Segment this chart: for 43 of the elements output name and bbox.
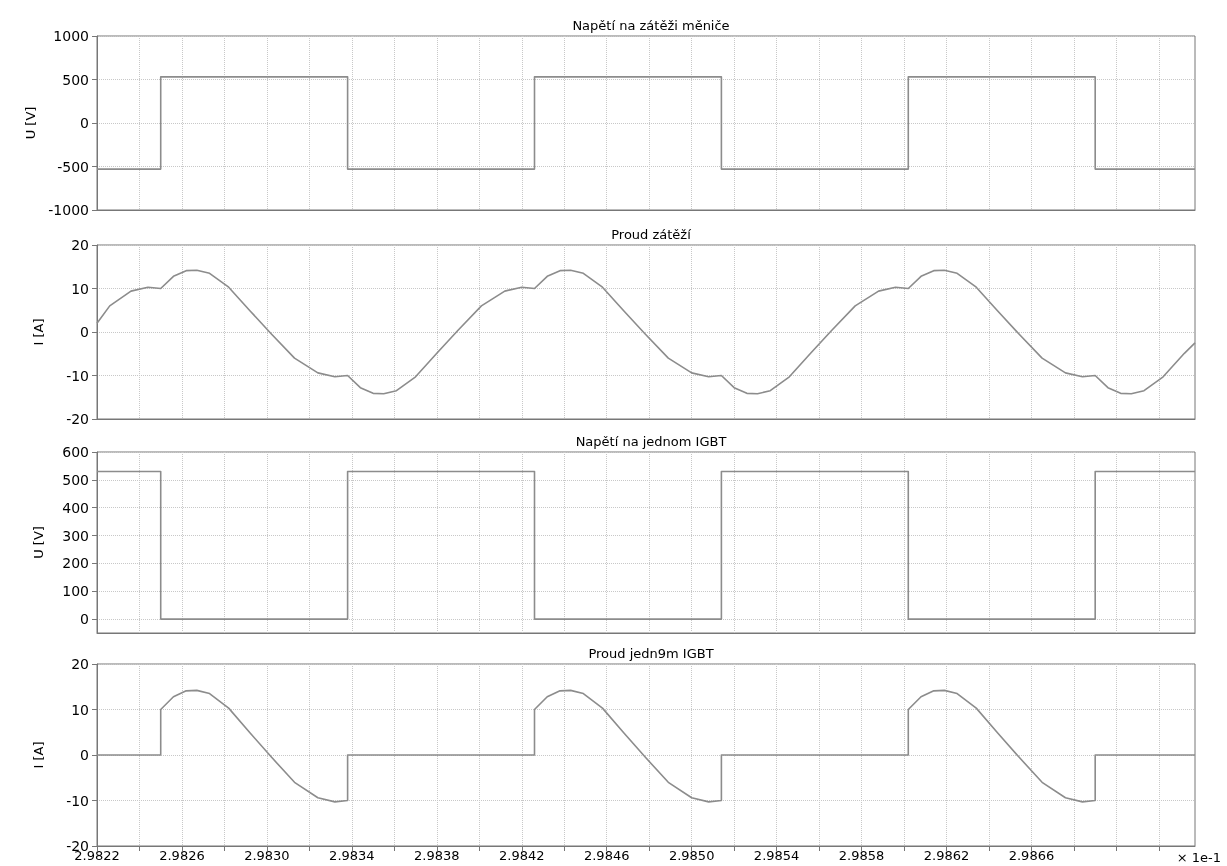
chart-title: Napětí na zátěži měniče [572, 18, 730, 33]
text: × 1e-1 [1176, 850, 1222, 865]
x-tick-label: 2.9834 [329, 848, 375, 863]
y-tick-label: 500 [62, 471, 89, 488]
y-tick-label: 20 [71, 237, 89, 253]
x-tick-label: 2.9838 [414, 848, 460, 863]
y-tick-label: 100 [62, 583, 89, 600]
line-series [96, 269, 1196, 395]
x-tick-label: 2.9858 [838, 848, 885, 863]
x-tick-label: 2.9854 [753, 848, 800, 863]
line-series [96, 689, 1196, 803]
y-tick-label: 300 [62, 527, 89, 544]
y-tick-label: 0 [80, 324, 89, 340]
y-tick-label: 200 [62, 555, 89, 572]
y-tick-label: -20 [66, 411, 89, 427]
y-tick-label: 20 [71, 656, 89, 672]
x-tick-label: 2.9830 [244, 848, 290, 863]
y-tick-label: 10 [71, 280, 89, 297]
y-tick-label: -1000 [48, 202, 89, 218]
chart-title: Proud zátěží [611, 227, 692, 242]
y-tick-label: 400 [62, 499, 89, 516]
y-tick-label: -500 [57, 158, 89, 175]
y-tick-label: 1000 [53, 28, 89, 44]
y-axis-title: I [A] [31, 318, 46, 346]
x-tick-label: 2.9862 [923, 848, 970, 863]
x-tick-label: 2.9846 [583, 848, 630, 863]
y-axis-title: U [V] [23, 106, 39, 140]
y-tick-label: 0 [80, 611, 89, 628]
x-tick-label: 2.9850 [668, 848, 715, 863]
y-tick-label: 600 [62, 444, 89, 460]
y-tick-label: 0 [80, 747, 89, 763]
y-axis-title: U [V] [31, 526, 46, 559]
y-tick-label: -10 [66, 792, 89, 809]
y-tick-label: 0 [80, 115, 89, 131]
chart-title: Proud jedn9m IGBT [588, 646, 714, 661]
x-tick-label: 2.9842 [499, 848, 545, 863]
y-tick-label: 10 [71, 701, 89, 718]
y-tick-label: -10 [66, 367, 89, 384]
x-tick-label: 2.9866 [1008, 848, 1055, 863]
y-axis-title: I [A] [31, 741, 46, 769]
chart-title: Napětí na jednom IGBT [575, 434, 727, 449]
y-tick-label: 500 [62, 71, 89, 88]
x-tick-label: 2.9826 [159, 848, 205, 863]
